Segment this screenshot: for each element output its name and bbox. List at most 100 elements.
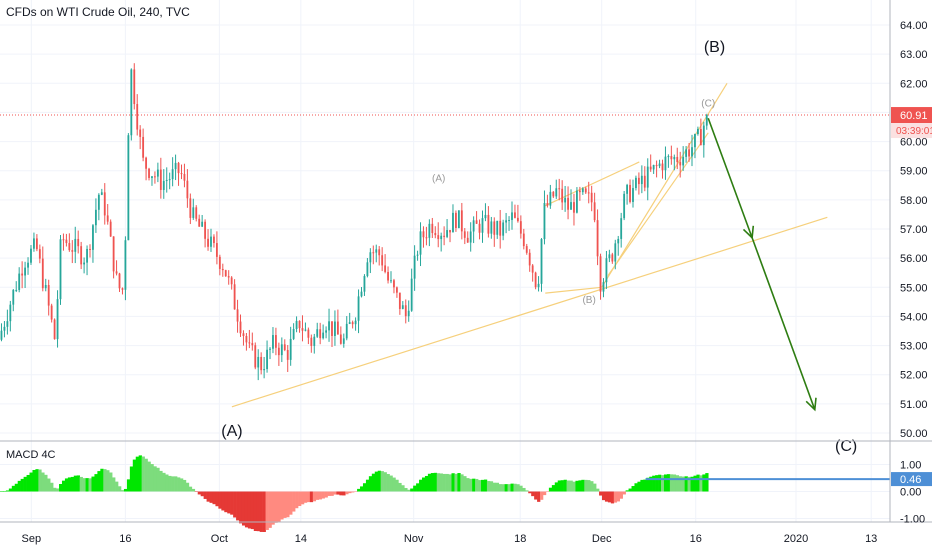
candle: [92, 224, 94, 263]
macd-bar: [29, 472, 33, 492]
time-tick-label: 13: [865, 533, 877, 545]
candle: [484, 203, 487, 222]
macd-bar: [460, 474, 464, 492]
time-tick-label: 18: [514, 533, 526, 545]
candle-body: [543, 203, 546, 240]
candle-body: [546, 203, 549, 206]
macd-bar: [115, 481, 119, 492]
candle: [186, 169, 189, 208]
candle-body: [685, 149, 688, 157]
candle-body: [664, 156, 667, 171]
candle-body: [531, 265, 534, 273]
macd-bar: [554, 482, 559, 492]
price-tick-label: 56.00: [900, 253, 928, 265]
candle: [215, 231, 218, 265]
candle: [245, 332, 248, 351]
macd-bar: [498, 484, 502, 492]
candle: [688, 142, 690, 162]
candle-body: [118, 273, 121, 289]
candle-body: [484, 214, 487, 219]
macd-bar: [357, 488, 361, 492]
macd-bar: [661, 475, 665, 492]
macd-bar: [292, 491, 296, 512]
candle-body: [215, 243, 218, 257]
macd-bar: [191, 488, 196, 492]
candle: [460, 202, 463, 240]
candle: [94, 198, 97, 233]
candle-body: [629, 184, 631, 202]
last-price-badge: [891, 107, 932, 124]
macd-bar: [531, 491, 535, 497]
candle-body: [632, 188, 634, 202]
candle: [573, 193, 575, 226]
candle-body: [705, 115, 708, 126]
candle-body: [452, 212, 454, 233]
candle-body: [357, 296, 360, 321]
macd-bar: [492, 482, 497, 492]
price-tick-label: 60.00: [900, 137, 928, 149]
candle: [289, 326, 292, 366]
candle-body: [307, 329, 310, 338]
candle: [192, 198, 195, 220]
candle: [410, 268, 413, 312]
candle: [363, 274, 366, 296]
candle-body: [428, 223, 431, 238]
projection-arrow: [751, 237, 817, 412]
candle: [390, 271, 392, 284]
macd-bar: [109, 472, 113, 492]
candle-body: [466, 237, 469, 243]
candle: [549, 184, 552, 209]
macd-bar: [534, 491, 538, 500]
macd-bar: [401, 485, 405, 492]
candle-body: [24, 267, 26, 276]
candle-body: [109, 221, 112, 237]
macd-bar: [557, 480, 561, 492]
macd-bar: [165, 474, 169, 492]
candle: [605, 250, 608, 289]
candle-body: [334, 321, 336, 336]
candle-body: [97, 194, 100, 210]
candle-body: [699, 128, 702, 146]
candle-body: [345, 323, 348, 339]
macd-bar: [607, 491, 612, 503]
candle-body: [564, 197, 567, 203]
macd-bar: [675, 475, 680, 492]
price-tick-label: 50.00: [900, 428, 928, 440]
macd-bar: [374, 471, 379, 492]
price-tick-label: 51.00: [900, 399, 928, 411]
candle-body: [623, 193, 626, 219]
macd-bar: [413, 485, 417, 492]
candle-body: [351, 322, 354, 325]
candle: [428, 219, 431, 247]
macd-histogram: [0, 455, 890, 532]
candle: [457, 210, 460, 229]
macd-bar: [106, 470, 110, 492]
macd-bar: [669, 474, 674, 492]
candle: [180, 164, 183, 180]
candle: [201, 215, 204, 228]
macd-bar: [513, 483, 517, 492]
candle: [649, 154, 652, 172]
candle-body: [658, 163, 661, 167]
candle-body: [387, 271, 389, 281]
macd-bar: [309, 491, 314, 503]
candle-body: [475, 220, 478, 224]
candle-body: [183, 173, 186, 181]
macd-bar: [380, 471, 384, 492]
macd-bar: [383, 472, 387, 492]
wave-label-small-a: (A): [432, 173, 445, 184]
candle: [561, 180, 564, 210]
candle-body: [30, 248, 32, 263]
candle: [348, 312, 351, 325]
candle: [53, 318, 56, 340]
candle-body: [614, 243, 617, 262]
time-tick-label: Nov: [404, 533, 424, 545]
macd-bar: [649, 476, 653, 492]
macd-bar: [247, 491, 252, 529]
candle: [393, 278, 395, 294]
wave-label-small-b: (B): [582, 295, 595, 306]
macd-bar: [481, 479, 485, 492]
candle: [466, 231, 469, 243]
macd-bar: [14, 483, 19, 492]
